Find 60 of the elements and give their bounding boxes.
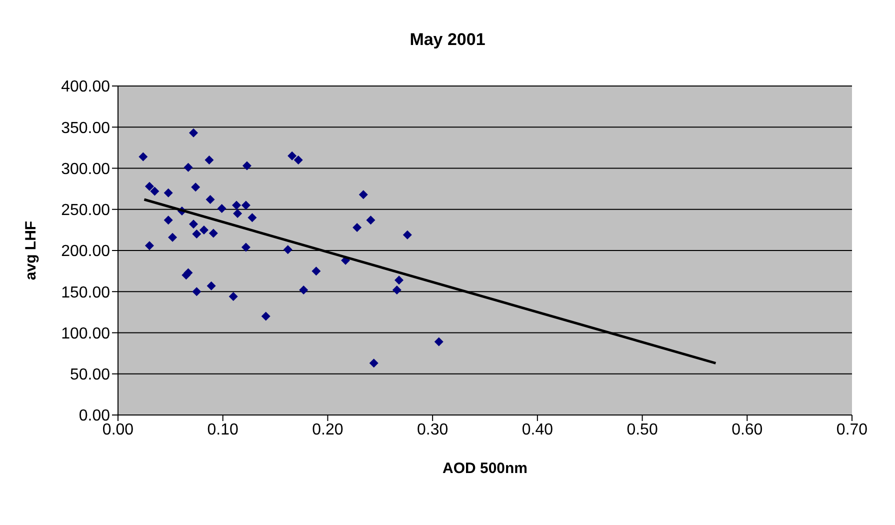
point (369, 358, 378, 368)
point (164, 216, 173, 225)
point (182, 270, 191, 280)
point (232, 200, 241, 210)
point (144, 182, 154, 191)
point (138, 152, 148, 162)
point (144, 241, 154, 250)
y-tick-label: 300.00 (61, 160, 110, 178)
point (204, 156, 214, 165)
point (228, 292, 238, 302)
point (402, 230, 412, 240)
point (208, 228, 218, 238)
x-tick-label: 0.40 (522, 421, 554, 438)
point (299, 285, 308, 294)
y-tick-label: 400.00 (61, 78, 110, 96)
point (188, 128, 198, 138)
point (188, 220, 198, 229)
x-tick-label: 0.30 (417, 421, 448, 438)
y-tick-label: 100.00 (61, 325, 110, 342)
y-tick-label: 250.00 (61, 202, 110, 220)
point (294, 156, 303, 165)
chart-title: May 2001 (408, 30, 486, 50)
x-tick-label: 0.60 (732, 421, 763, 438)
point (288, 151, 297, 160)
x-tick-label: 0.10 (207, 421, 239, 438)
point (261, 312, 270, 321)
x-axis-title: AOD 500nm (442, 460, 528, 477)
point (192, 230, 202, 239)
point (434, 337, 444, 346)
point (184, 162, 193, 172)
point (358, 190, 368, 200)
x-tick-label: 0.00 (102, 421, 134, 438)
point (283, 245, 292, 254)
point (206, 281, 216, 290)
point (352, 222, 362, 232)
point (242, 161, 252, 170)
point (394, 276, 404, 285)
point (241, 200, 250, 210)
y-axis-title: avg LHF (22, 220, 40, 280)
point (248, 213, 257, 222)
point (366, 216, 376, 225)
point (392, 285, 402, 294)
point (217, 204, 226, 214)
point (192, 287, 202, 296)
x-tick-label: 0.50 (626, 421, 658, 438)
x-tick-label: 0.20 (312, 421, 344, 438)
y-tick-label: 150.00 (61, 284, 110, 302)
point (164, 188, 173, 198)
point (206, 195, 215, 204)
point (150, 186, 160, 196)
point (312, 266, 321, 276)
y-tick-label: 50.00 (70, 366, 110, 384)
point (199, 225, 208, 234)
point (241, 242, 250, 252)
x-tick-label: 0.70 (836, 421, 868, 438)
y-tick-label: 200.00 (61, 243, 110, 260)
point (191, 182, 200, 192)
y-tick-label: 350.00 (61, 120, 110, 137)
point (168, 232, 178, 242)
point (233, 208, 242, 218)
